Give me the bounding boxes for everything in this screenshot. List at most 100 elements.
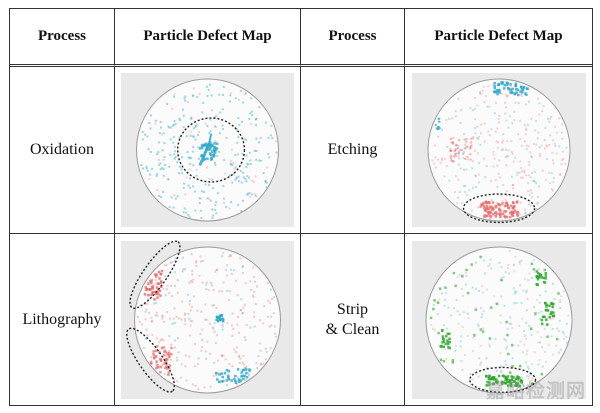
defect-dot — [160, 337, 163, 340]
defect-dot — [240, 308, 243, 311]
defect-dot — [495, 185, 498, 188]
defect-dot — [456, 178, 459, 181]
defect-dot — [210, 153, 213, 157]
defect-dot — [473, 149, 476, 152]
defect-dot — [565, 146, 567, 149]
defect-dot — [231, 181, 234, 184]
defect-dot — [163, 361, 166, 365]
defect-dot — [485, 165, 488, 168]
defect-dot — [242, 377, 245, 380]
defect-dot — [231, 312, 234, 315]
defect-dot — [259, 349, 262, 352]
defect-dot — [139, 320, 141, 323]
defect-dot — [160, 126, 162, 129]
defect-dot — [523, 123, 526, 126]
defect-dot — [247, 371, 250, 374]
defect-dot — [523, 334, 526, 337]
defect-dot — [144, 317, 147, 320]
defect-dots — [136, 251, 277, 390]
defect-dot — [518, 283, 521, 286]
defect-dot — [181, 172, 184, 175]
defect-dot — [240, 297, 243, 300]
defect-dot — [187, 214, 190, 216]
defect-dot — [488, 377, 491, 380]
defect-dot — [170, 260, 173, 263]
defect-dot — [432, 162, 435, 165]
defect-dot — [221, 108, 224, 111]
defect-dot — [504, 346, 507, 349]
defect-dot — [205, 283, 208, 286]
defect-dot — [557, 145, 560, 148]
defect-dot — [501, 200, 504, 203]
defect-dot — [233, 268, 235, 271]
defect-dot — [502, 379, 505, 382]
defect-dot — [183, 317, 186, 320]
defect-dot — [490, 205, 493, 209]
defect-dot — [509, 140, 512, 143]
defect-dot — [527, 374, 530, 377]
defect-dot — [215, 373, 218, 376]
defect-dot — [146, 287, 149, 290]
defect-dot — [194, 209, 197, 212]
defect-dot — [199, 332, 202, 335]
defect-dot — [214, 204, 217, 207]
defect-dot — [161, 314, 164, 317]
defect-dot — [245, 375, 249, 378]
defect-dot — [230, 201, 232, 204]
defect-dot — [150, 293, 153, 296]
defect-dot — [153, 297, 156, 301]
defect-dot — [273, 325, 276, 328]
defect-dot — [209, 118, 212, 121]
defect-dot — [515, 213, 519, 216]
defect-dot — [229, 163, 232, 166]
defect-dot — [523, 140, 526, 143]
defect-dot — [243, 335, 246, 338]
defect-dot — [479, 132, 482, 135]
defect-dot — [494, 130, 497, 133]
defect-dot — [453, 150, 456, 152]
defect-dot — [551, 159, 554, 162]
defect-dot — [179, 376, 182, 379]
defect-dot — [442, 345, 445, 348]
defect-dot — [154, 354, 158, 358]
defect-dot — [508, 83, 512, 86]
defect-dot — [186, 151, 189, 154]
defect-dot — [479, 361, 482, 364]
defect-dot — [551, 282, 554, 285]
defect-dot — [491, 150, 494, 153]
defect-dot — [484, 200, 488, 204]
defect-streak — [207, 133, 213, 146]
defect-dot — [237, 377, 241, 381]
defect-dot — [170, 284, 173, 287]
defect-dot — [513, 156, 516, 159]
defect-dot — [548, 182, 551, 185]
defect-dot — [507, 263, 509, 266]
defect-dot — [148, 297, 151, 300]
defect-dot — [149, 173, 151, 176]
defect-dot — [252, 275, 255, 278]
defect-dot — [154, 274, 158, 278]
defect-dot — [167, 373, 170, 376]
defect-dot — [160, 346, 164, 349]
defect-dot — [523, 211, 526, 214]
defect-dot — [469, 158, 472, 161]
defect-dot — [216, 192, 219, 195]
defect-dot — [169, 154, 172, 157]
defect-dot — [533, 129, 536, 132]
defect-dot — [436, 301, 439, 304]
defect-dot — [199, 255, 202, 258]
defect-dot — [215, 212, 218, 215]
defect-dot — [165, 287, 168, 290]
defect-dot — [516, 133, 519, 136]
defect-dot — [505, 380, 509, 383]
defect-dot — [206, 125, 209, 127]
defect-dot — [236, 375, 239, 378]
defect-dot — [508, 91, 512, 94]
defect-dot — [253, 150, 256, 152]
defect-dot — [519, 167, 522, 170]
defect-dot — [250, 193, 253, 196]
defect-dot — [504, 363, 507, 366]
defect-dot — [270, 324, 273, 326]
defect-dot — [516, 344, 519, 346]
defect-dot — [163, 142, 166, 145]
